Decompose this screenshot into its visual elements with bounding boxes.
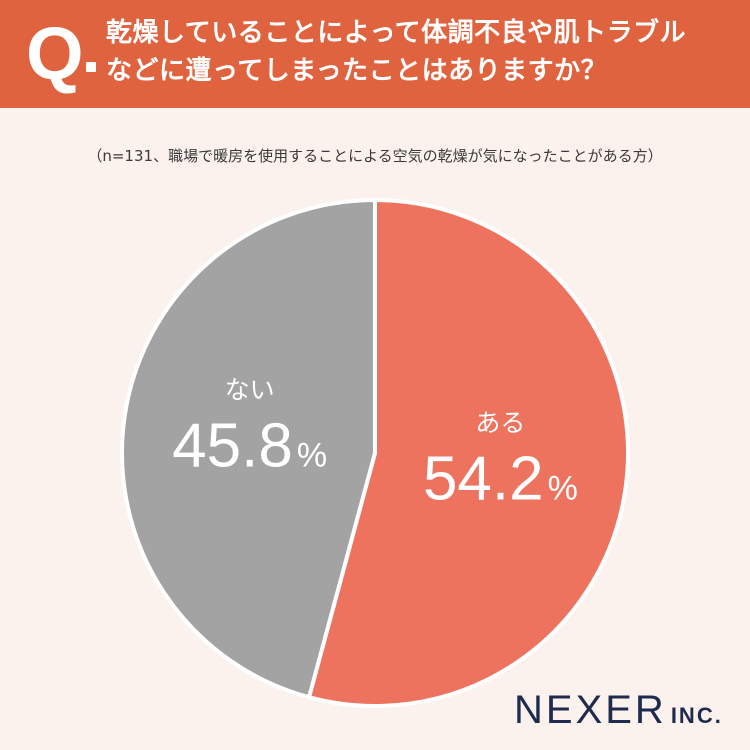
logo-sub: INC. xyxy=(670,703,723,728)
slice-label-1: ない xyxy=(225,375,275,404)
question-line-1: 乾燥していることによって体調不良や肌トラブル xyxy=(106,18,687,48)
slice-label-0: ある xyxy=(475,409,525,438)
pie-slice-1 xyxy=(119,198,377,700)
pie-slice-0 xyxy=(307,198,630,708)
question-line-2: などに遭ってしまったことはありますか？ xyxy=(106,56,608,86)
question-header: Q 乾燥していることによって体調不良や肌トラブル などに遭ってしまったことはあり… xyxy=(0,0,750,108)
slice-value-0: 54.2% xyxy=(423,445,578,514)
slice-value-1: 45.8% xyxy=(172,411,327,480)
q-mark: Q xyxy=(26,12,84,95)
sample-note: （n=131、職場で暖房を使用することによる空気の乾燥が気になったことがある方） xyxy=(87,147,663,165)
question-text: 乾燥していることによって体調不良や肌トラブル などに遭ってしまったことはあります… xyxy=(106,14,736,90)
q-dot xyxy=(86,62,96,72)
logo-main: NEXER xyxy=(514,688,667,732)
company-logo: NEXER INC. xyxy=(514,688,723,733)
